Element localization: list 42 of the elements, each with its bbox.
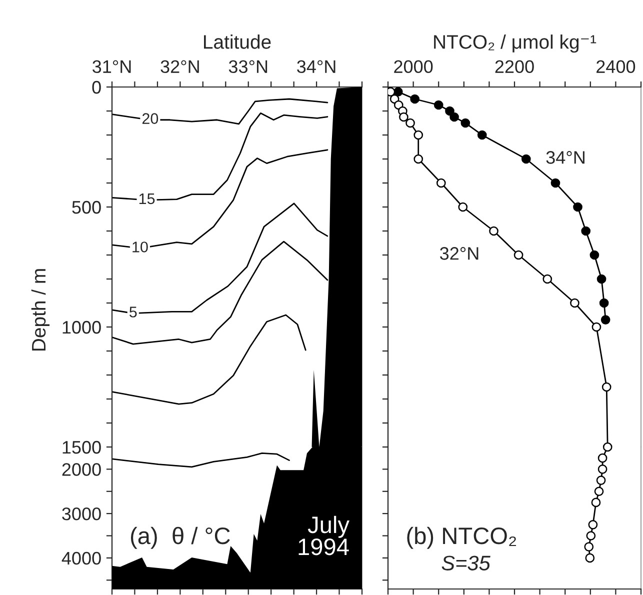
x-tick-label: 2400 bbox=[596, 60, 636, 74]
annotation: (a) θ / °C bbox=[130, 526, 230, 549]
x-tick-label: 2200 bbox=[495, 60, 534, 74]
point bbox=[599, 298, 609, 308]
point bbox=[410, 94, 420, 104]
x-tick-label: 33°N bbox=[228, 60, 268, 74]
point bbox=[450, 112, 459, 122]
y-tick-label: 3000 bbox=[62, 507, 101, 520]
series-label: 20 bbox=[142, 113, 158, 124]
x-tick-label: 31°N bbox=[92, 60, 131, 74]
series-label: 34°N bbox=[546, 151, 584, 164]
y-tick-label: 0 bbox=[92, 80, 101, 94]
y-axis-title: Depth / m bbox=[31, 269, 50, 351]
annotation: (b) NTCO₂ bbox=[407, 526, 516, 549]
point bbox=[596, 274, 606, 284]
x-tick-label: 2000 bbox=[394, 60, 433, 74]
annotation: S=35 bbox=[442, 556, 490, 570]
point bbox=[393, 87, 403, 96]
point bbox=[550, 178, 560, 188]
point bbox=[445, 106, 454, 116]
series-label: 32°N bbox=[440, 247, 478, 260]
y-tick-label: 1500 bbox=[62, 440, 101, 454]
series-label: 15 bbox=[139, 193, 155, 204]
point bbox=[581, 226, 591, 236]
point bbox=[573, 202, 582, 212]
x-axis-title: NTCO₂ / μmol kg⁻¹ bbox=[434, 34, 596, 53]
x-tick-label: 34°N bbox=[297, 60, 336, 74]
x-axis-title: Latitude bbox=[204, 34, 271, 49]
line-series bbox=[112, 452, 290, 468]
point bbox=[460, 118, 470, 128]
y-tick-label: 2000 bbox=[62, 463, 101, 476]
series-label: 10 bbox=[132, 242, 148, 252]
x-tick-label: 32°N bbox=[160, 60, 199, 74]
point bbox=[590, 250, 600, 260]
y-tick-label: 4000 bbox=[62, 552, 101, 565]
point bbox=[434, 100, 444, 110]
annotation: July 1994 bbox=[298, 516, 350, 556]
y-tick-label: 500 bbox=[72, 200, 101, 214]
y-tick-label: 1000 bbox=[62, 320, 101, 334]
point bbox=[600, 315, 610, 324]
point bbox=[477, 130, 487, 140]
point bbox=[521, 154, 531, 164]
